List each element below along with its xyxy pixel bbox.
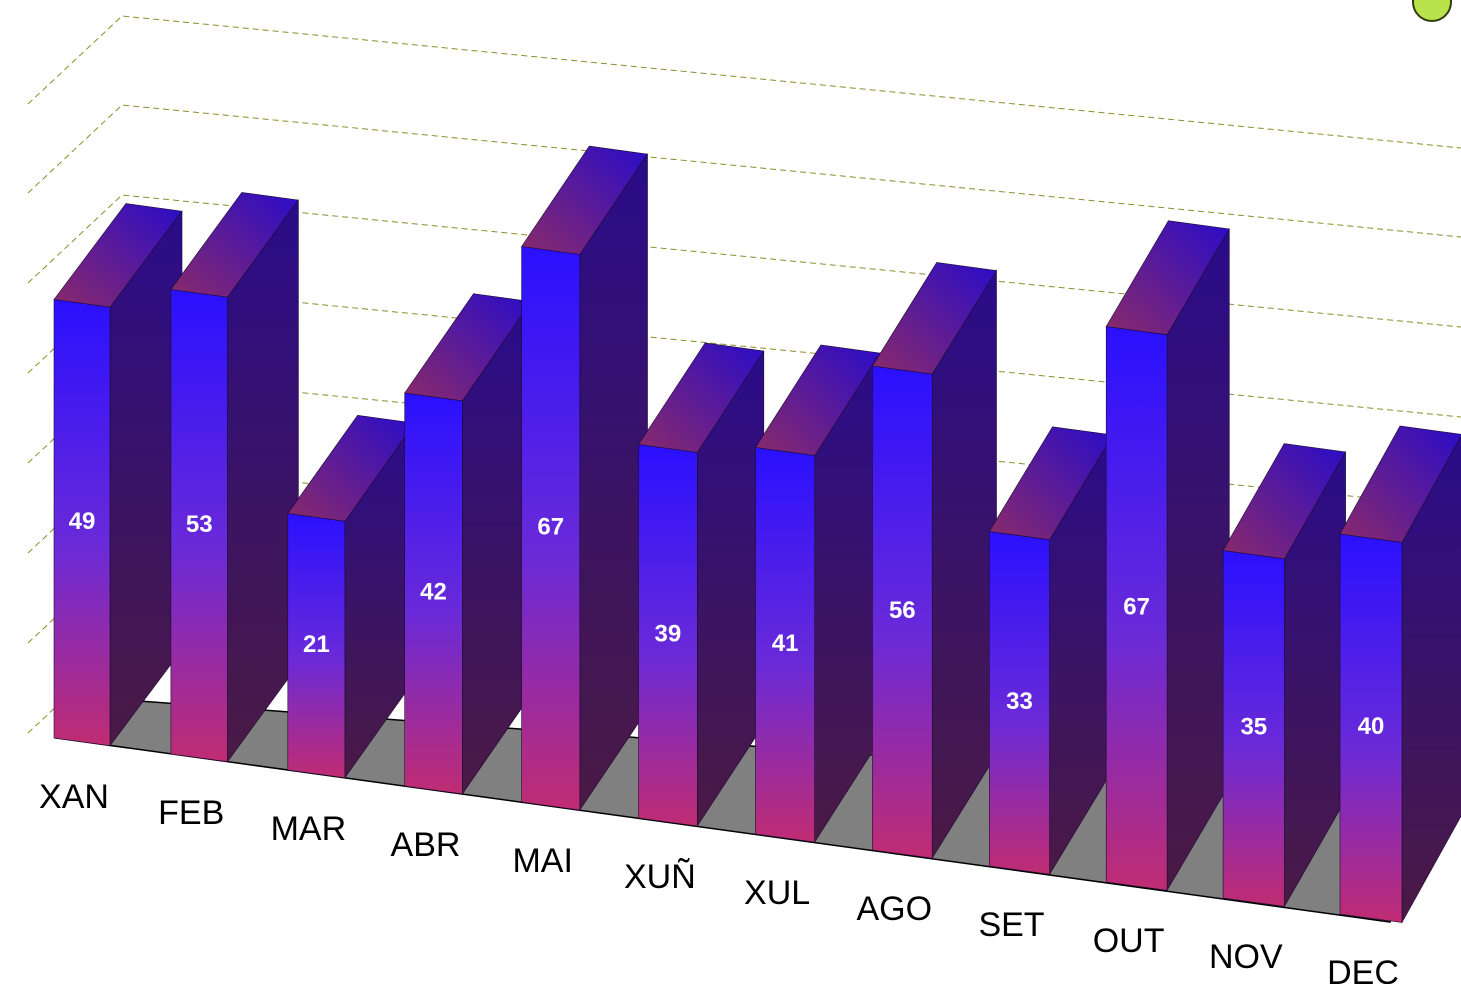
bar-dec: 40 bbox=[1339, 425, 1461, 924]
bar-front-face bbox=[1222, 550, 1285, 907]
bar-side-face bbox=[1166, 227, 1230, 892]
data-label: 41 bbox=[772, 630, 799, 657]
category-label: SET bbox=[978, 906, 1044, 944]
category-label: XUL bbox=[744, 874, 810, 912]
data-label: 56 bbox=[889, 597, 916, 624]
bars: 49 53 21 42 67 39 41 56 33 67 35 40 bbox=[53, 145, 1461, 924]
gridline bbox=[27, 15, 1461, 149]
category-label: FEB bbox=[158, 794, 224, 832]
category-label: ABR bbox=[391, 826, 461, 864]
bar-front-face bbox=[988, 531, 1050, 875]
category-label: OUT bbox=[1093, 922, 1165, 960]
data-label: 40 bbox=[1358, 713, 1385, 740]
bar-front-face bbox=[1339, 533, 1403, 923]
bar-front-face bbox=[638, 444, 698, 827]
bar-xul: 41 bbox=[754, 344, 881, 844]
bar-xuñ: 39 bbox=[637, 342, 765, 828]
bar-front-face bbox=[53, 299, 111, 747]
gridline bbox=[27, 194, 1461, 328]
category-label: DEC bbox=[1327, 954, 1399, 984]
data-label: 42 bbox=[420, 579, 447, 606]
data-label: 33 bbox=[1006, 688, 1033, 715]
bar-side-face bbox=[579, 153, 648, 811]
data-label: 67 bbox=[537, 513, 564, 540]
category-label: MAI bbox=[512, 842, 572, 880]
bar-front-face bbox=[755, 447, 816, 843]
category-label: XUÑ bbox=[624, 858, 696, 896]
bar-front-face bbox=[170, 289, 228, 763]
bar-abr: 42 bbox=[404, 293, 532, 795]
category-label: XAN bbox=[39, 778, 109, 816]
gridline bbox=[27, 104, 1461, 238]
bar-front-face bbox=[521, 246, 581, 811]
bar-front-face bbox=[872, 365, 933, 859]
data-label: 67 bbox=[1123, 593, 1150, 620]
data-label: 53 bbox=[186, 511, 213, 538]
bar-front-face bbox=[404, 392, 463, 795]
bar-ago: 56 bbox=[871, 262, 997, 860]
bar-out: 67 bbox=[1105, 220, 1230, 892]
bar-feb: 53 bbox=[170, 192, 299, 763]
data-label: 21 bbox=[303, 631, 330, 658]
data-label: 49 bbox=[69, 508, 96, 535]
category-labels: XAN FEB MAR ABR MAI XUÑ XUL AGO SET OUT NOV DEC bbox=[39, 778, 1399, 984]
bar-xan: 49 bbox=[53, 203, 183, 747]
category-label: NOV bbox=[1209, 938, 1283, 976]
bar-mar: 21 bbox=[287, 414, 416, 779]
bar-front-face bbox=[287, 513, 346, 779]
bar-set: 33 bbox=[988, 426, 1114, 876]
category-label: AGO bbox=[857, 890, 933, 928]
data-label: 35 bbox=[1240, 713, 1267, 740]
bar-front-face bbox=[1105, 326, 1168, 891]
category-label: MAR bbox=[271, 810, 347, 848]
bar-mai: 67 bbox=[521, 145, 649, 811]
data-label: 39 bbox=[655, 620, 682, 647]
